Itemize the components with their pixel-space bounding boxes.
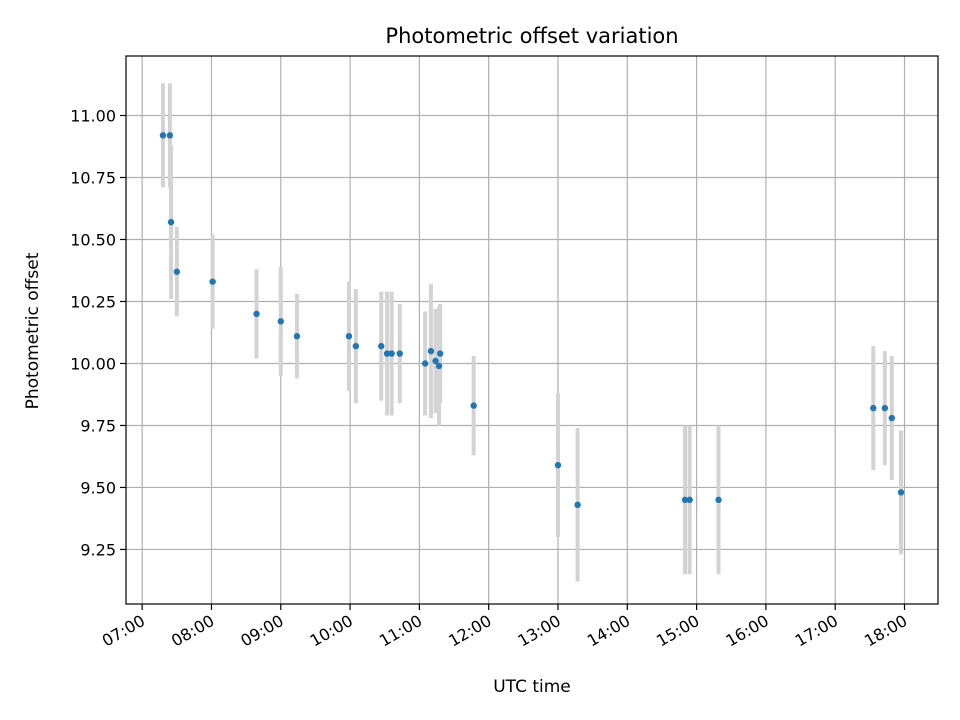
x-axis-label: UTC time [493, 677, 571, 697]
data-point [378, 342, 385, 350]
chart-title: Photometric offset variation [385, 24, 678, 48]
data-point [432, 357, 439, 365]
plot-frame [125, 55, 939, 605]
data-point [427, 347, 435, 355]
data-point [166, 132, 174, 139]
y-tick-label: 9.25 [80, 540, 116, 559]
y-tick-label: 10.25 [70, 292, 116, 311]
data-point [881, 404, 889, 412]
data-point [253, 310, 260, 318]
data-point [681, 496, 689, 504]
data-point [396, 350, 403, 357]
data-point [159, 132, 167, 139]
y-tick-label: 10.50 [70, 230, 116, 249]
data-point [897, 489, 905, 496]
y-tick-label: 9.50 [80, 478, 116, 497]
data-point [715, 496, 722, 504]
y-tick-label: 10.75 [70, 169, 116, 188]
grid [126, 56, 938, 604]
data-point [421, 360, 429, 367]
data-point [345, 332, 353, 340]
data-point [352, 342, 360, 350]
data-point [435, 362, 443, 370]
y-tick-label: 9.75 [80, 416, 116, 435]
y-tick-label: 11.00 [70, 107, 116, 126]
data-point [277, 318, 284, 325]
data-point [686, 496, 693, 504]
data-point [870, 404, 877, 412]
data-point [383, 350, 391, 357]
data-point [574, 501, 581, 509]
y-axis-label: Photometric offset [23, 252, 43, 409]
data-point [173, 268, 181, 275]
data-point [470, 402, 477, 409]
data-points [159, 132, 905, 509]
data-point [554, 461, 562, 469]
data-point [209, 278, 216, 285]
y-axis-ticks: 9.25 9.50 9.75 10.00 10.25 10.50 10.75 11.00 [70, 107, 126, 559]
data-point [436, 350, 444, 357]
data-point [167, 218, 175, 226]
data-point [293, 332, 301, 340]
y-tick-label: 10.00 [70, 354, 116, 373]
data-point [888, 414, 895, 422]
data-point [388, 350, 395, 357]
